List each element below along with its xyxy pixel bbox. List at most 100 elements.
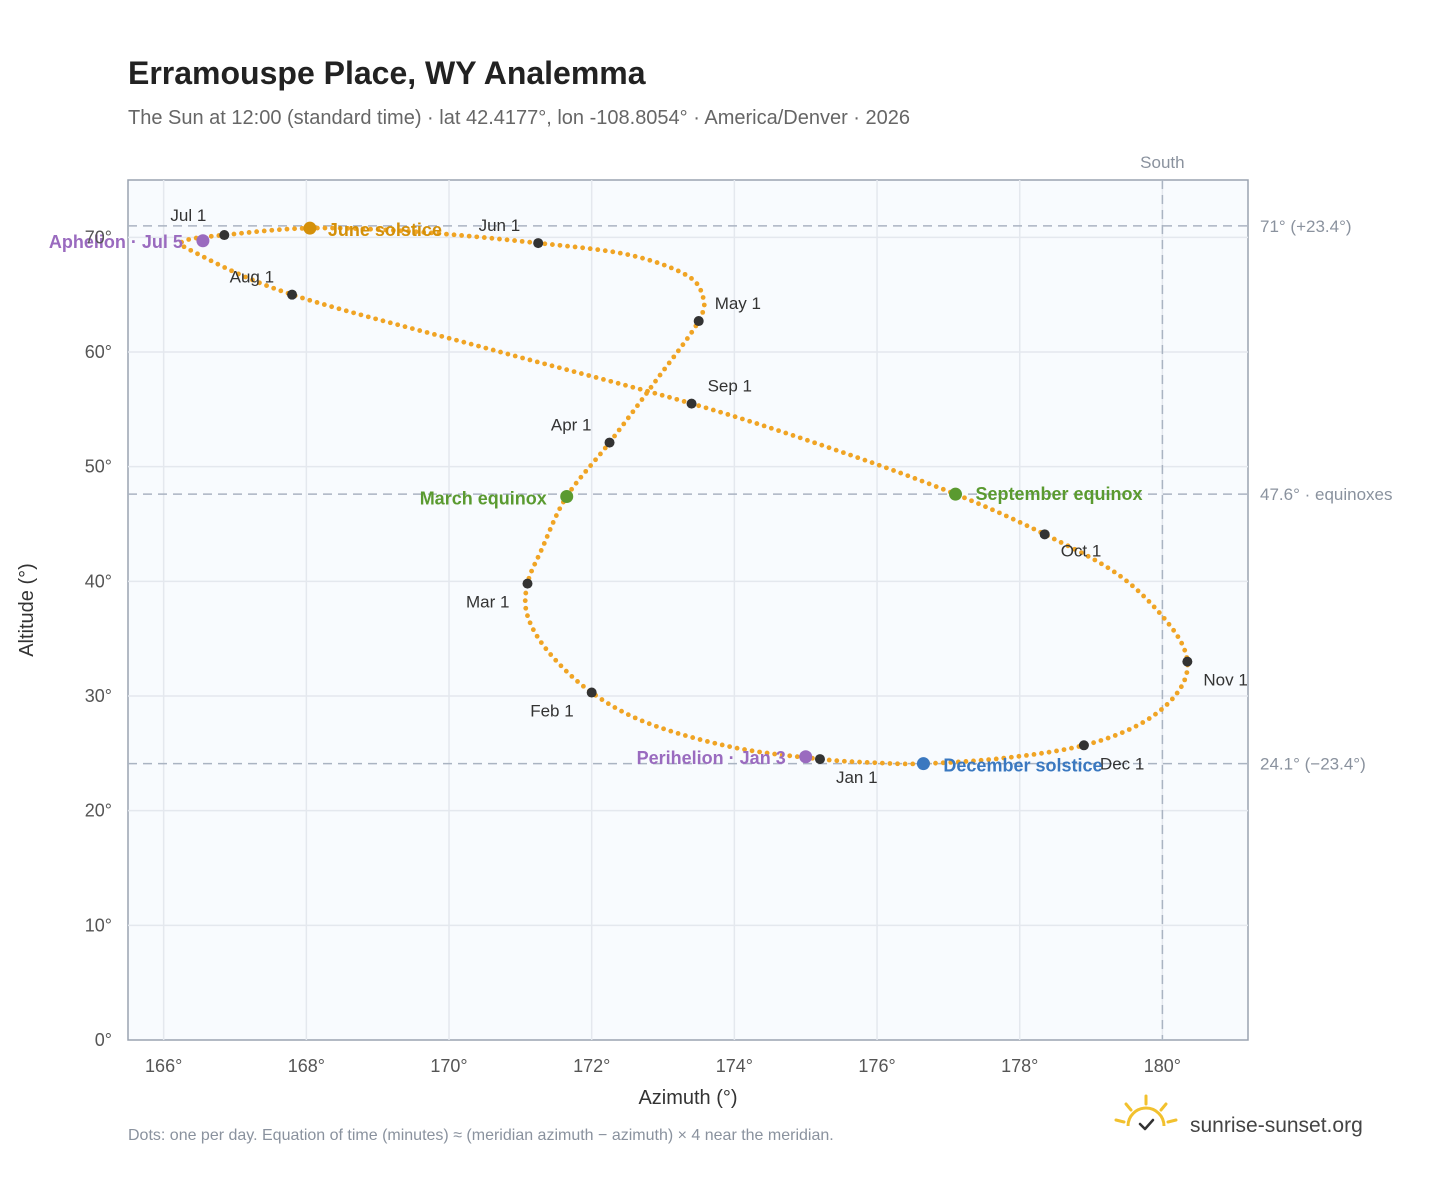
daily-sun-dot xyxy=(986,757,992,763)
daily-sun-dot xyxy=(345,225,351,231)
daily-sun-dot xyxy=(661,726,666,732)
daily-sun-dot xyxy=(983,504,988,510)
event-marker xyxy=(949,487,963,501)
daily-sun-dot xyxy=(276,227,282,233)
month-label: Jul 1 xyxy=(170,206,206,225)
daily-sun-dot xyxy=(321,302,327,307)
daily-sun-dot xyxy=(849,759,855,765)
event-label: June solstice xyxy=(328,220,442,240)
month-marker xyxy=(533,238,544,249)
daily-sun-dot xyxy=(387,320,393,326)
daily-sun-dot xyxy=(322,225,328,231)
daily-sun-dot xyxy=(1072,546,1078,552)
daily-sun-dot xyxy=(976,501,981,507)
daily-sun-dot xyxy=(675,730,681,736)
daily-sun-dot xyxy=(689,329,695,335)
x-tick-label: 178° xyxy=(1001,1056,1038,1076)
daily-sun-dot xyxy=(857,759,862,765)
daily-sun-dot xyxy=(926,481,932,487)
daily-sun-dot xyxy=(481,235,487,240)
daily-sun-dot xyxy=(558,663,564,669)
daily-sun-dot xyxy=(1146,716,1152,721)
daily-sun-dot xyxy=(1031,751,1037,757)
event-marker xyxy=(916,757,930,771)
daily-sun-dot xyxy=(1174,690,1180,696)
daily-sun-dot xyxy=(544,534,550,539)
daily-sun-dot xyxy=(639,718,645,724)
event-marker xyxy=(196,234,210,248)
daily-sun-dot xyxy=(1054,748,1059,754)
daily-sun-dot xyxy=(971,758,976,764)
daily-sun-dot xyxy=(747,418,753,424)
x-tick-label: 180° xyxy=(1144,1056,1181,1076)
x-tick-label: 170° xyxy=(430,1056,467,1076)
daily-sun-dot xyxy=(583,468,589,474)
daily-sun-dot xyxy=(905,473,911,479)
daily-sun-dot xyxy=(236,271,241,277)
daily-sun-dot xyxy=(444,231,449,237)
daily-sun-dot xyxy=(797,435,803,441)
daily-sun-dot xyxy=(578,474,584,480)
daily-sun-dot xyxy=(637,386,643,392)
daily-sun-dot xyxy=(1024,523,1030,529)
daily-sun-dot xyxy=(674,396,680,402)
daily-sun-dot xyxy=(522,598,528,604)
daily-sun-dot xyxy=(231,231,237,237)
daily-sun-dot xyxy=(553,657,559,663)
month-marker xyxy=(219,230,230,241)
daily-sun-dot xyxy=(768,425,774,431)
y-tick-label: 20° xyxy=(85,801,112,821)
daily-sun-dot xyxy=(887,761,893,766)
daily-sun-dot xyxy=(657,372,663,378)
daily-sun-dot xyxy=(608,378,614,384)
month-label: Nov 1 xyxy=(1203,671,1247,690)
daily-sun-dot xyxy=(466,233,472,239)
daily-sun-dot xyxy=(343,308,349,314)
daily-sun-dot xyxy=(876,462,882,468)
month-label: Feb 1 xyxy=(530,702,573,721)
x-axis-ticks: 166° 168° 170° 172° 174° 176° 178° 180° xyxy=(145,1056,1181,1076)
daily-sun-dot xyxy=(390,227,396,233)
daily-sun-dot xyxy=(1105,565,1111,571)
daily-sun-dot xyxy=(336,306,342,312)
daily-sun-dot xyxy=(571,369,577,375)
daily-sun-dot xyxy=(254,229,260,235)
daily-sun-dot xyxy=(879,760,885,766)
daily-sun-dot xyxy=(538,548,544,553)
daily-sun-dot xyxy=(712,740,718,746)
daily-sun-dot xyxy=(910,761,916,767)
daily-sun-dot xyxy=(549,242,555,247)
daily-sun-dot xyxy=(605,701,611,707)
daily-sun-dot xyxy=(834,758,840,764)
daily-sun-dot xyxy=(705,739,710,744)
daily-sun-dot xyxy=(459,233,465,238)
y-tick-label: 40° xyxy=(85,571,112,591)
y-tick-label: 0° xyxy=(95,1030,112,1050)
daily-sun-dot xyxy=(684,336,690,341)
daily-sun-dot xyxy=(1178,684,1184,690)
event-label: Aphelion · Jul 5 xyxy=(49,232,183,252)
daily-sun-dot xyxy=(329,304,335,310)
daily-sun-dot xyxy=(512,353,518,359)
daily-sun-dot xyxy=(1171,627,1177,633)
daily-sun-dot xyxy=(599,697,605,702)
daily-sun-dot xyxy=(1112,733,1118,738)
daily-sun-dot xyxy=(1010,516,1016,522)
daily-sun-dot xyxy=(1031,526,1037,532)
daily-sun-dot xyxy=(556,365,562,371)
daily-sun-dot xyxy=(997,510,1002,516)
month-markers: Jan 1 Feb 1 Mar 1 Apr 1 May 1 Jun 1 Jul 1 Aug 1… xyxy=(170,206,1247,787)
daily-sun-dot xyxy=(569,486,575,492)
daily-sun-dot xyxy=(625,712,631,718)
daily-sun-dot xyxy=(1016,753,1022,759)
daily-sun-dot xyxy=(1079,550,1084,556)
month-marker xyxy=(604,437,615,448)
daily-sun-dot xyxy=(368,226,373,232)
month-label: May 1 xyxy=(715,294,761,313)
daily-sun-dot xyxy=(1169,696,1175,702)
daily-sun-dot xyxy=(645,388,650,394)
daily-sun-dot xyxy=(682,733,688,738)
daily-sun-dot xyxy=(659,392,665,398)
y-tick-label: 60° xyxy=(85,342,112,362)
